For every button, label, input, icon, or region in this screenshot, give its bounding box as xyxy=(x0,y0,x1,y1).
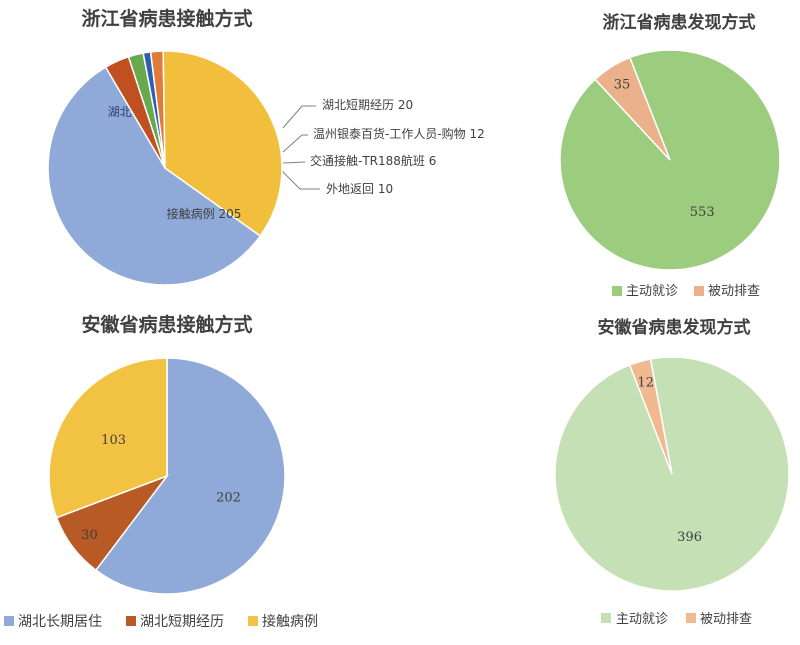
pie-data-label: 12 xyxy=(637,376,654,391)
legend-swatch xyxy=(4,616,14,626)
pie-data-label: 103 xyxy=(101,433,126,448)
pie-data-label: 35 xyxy=(614,78,631,93)
legend-label: 湖北短期经历 xyxy=(140,614,224,630)
legend-label: 湖北长期居住 xyxy=(18,614,102,630)
leader-line xyxy=(282,134,308,153)
legend-label: 被动排查 xyxy=(708,284,760,299)
pie-slice xyxy=(162,50,283,237)
pie-zj-discovery: 553 35 xyxy=(559,49,781,271)
legend-label: 主动就诊 xyxy=(626,284,678,299)
pie-data-label: 交通接触-TR188航班 6 xyxy=(310,153,436,168)
pie-data-label: 温州银泰百货-工作人员-购物 12 xyxy=(313,126,485,141)
pie-slice xyxy=(48,357,168,519)
pie-data-label: 202 xyxy=(216,491,241,506)
pie-data-label: 外地返回 10 xyxy=(326,182,393,196)
pie-ah-discovery: 396 12 xyxy=(554,356,790,592)
pie-slice xyxy=(94,357,286,595)
legend-ah-discovery: 主动就诊 被动排查 xyxy=(601,612,752,627)
legend-swatch xyxy=(248,616,258,626)
leader-line xyxy=(282,161,306,164)
pie-slice xyxy=(628,358,673,475)
chart-title-zj-discovery: 浙江省病患发现方式 xyxy=(603,12,756,33)
pie-slice xyxy=(594,56,671,161)
chart-title-ah-contact: 安徽省病患接触方式 xyxy=(81,313,252,336)
legend-ah-contact: 湖北长期居住 湖北短期经历 接触病例 xyxy=(4,613,318,630)
chart-title-ah-discovery: 安徽省病患发现方式 xyxy=(598,317,751,338)
pie-data-label: 30 xyxy=(81,528,98,543)
legend-swatch xyxy=(612,286,622,296)
legend-label: 主动就诊 xyxy=(616,612,668,627)
pie-data-label: 396 xyxy=(677,530,702,545)
chart-title-zj-contact: 浙江省病患接触方式 xyxy=(81,7,252,30)
leader-line xyxy=(282,105,316,129)
legend-zj-discovery: 主动就诊 被动排查 xyxy=(612,284,760,299)
legend-label: 接触病例 xyxy=(262,613,318,630)
leader-line xyxy=(281,170,320,190)
pie-data-label: 湖北短期经历 20 xyxy=(322,97,413,112)
legend-swatch xyxy=(601,613,611,623)
legend-swatch xyxy=(126,616,136,626)
pie-slice xyxy=(47,66,262,286)
pie-data-label: 接触病例 205 xyxy=(167,206,242,221)
legend-swatch xyxy=(694,286,704,296)
legend-label: 被动排查 xyxy=(700,612,752,627)
pie-ah-contact: 202 30 103 xyxy=(48,357,286,595)
pie-data-label: 553 xyxy=(690,205,715,220)
legend-swatch xyxy=(686,613,696,623)
